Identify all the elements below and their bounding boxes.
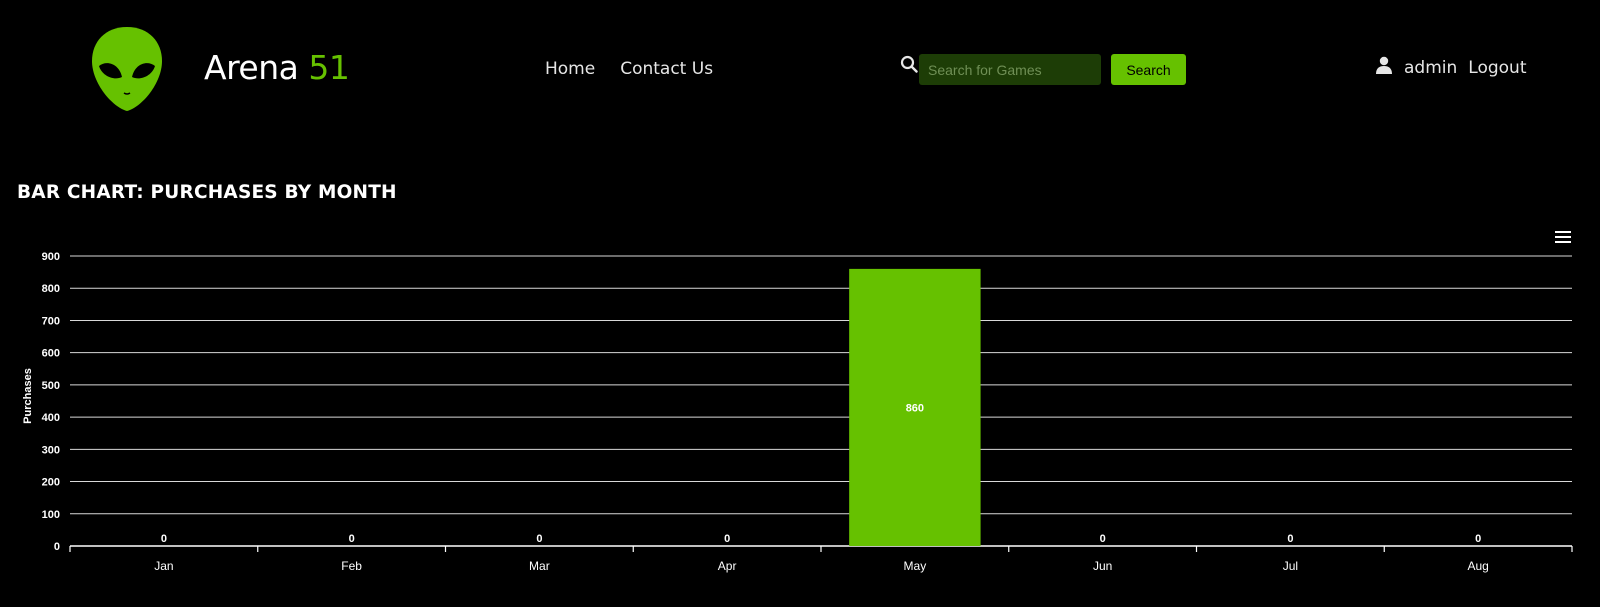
data-label-aug: 0 [1475, 533, 1481, 545]
user-area: admin Logout [1376, 56, 1527, 78]
main-nav: Home Contact Us [545, 59, 713, 79]
user-icon [1376, 56, 1392, 74]
y-tick-label: 400 [42, 412, 60, 424]
search-input[interactable] [919, 54, 1101, 85]
data-label-apr: 0 [724, 533, 730, 545]
data-label-jun: 0 [1100, 533, 1106, 545]
chart-title: BAR CHART: PURCHASES BY MONTH [17, 182, 397, 203]
y-tick-label: 900 [42, 251, 60, 263]
y-tick-label: 600 [42, 348, 60, 360]
data-label-jan: 0 [161, 533, 167, 545]
x-tick-label: Feb [341, 559, 362, 573]
nav-contact-link[interactable]: Contact Us [620, 59, 714, 79]
brand-text: Arena [204, 48, 299, 87]
bar-may [849, 268, 981, 546]
y-tick-label: 0 [54, 541, 60, 553]
brand-name[interactable]: Arena 51 [204, 48, 350, 87]
x-tick-label: Jul [1283, 559, 1298, 573]
username[interactable]: admin [1404, 58, 1458, 78]
data-label-jul: 0 [1287, 533, 1293, 545]
x-tick-label: Mar [529, 559, 550, 573]
logout-link[interactable]: Logout [1468, 58, 1527, 78]
hamburger-menu-icon[interactable] [1554, 230, 1572, 244]
data-label-may: 860 [906, 402, 924, 414]
y-tick-label: 100 [42, 509, 60, 521]
y-tick-label: 200 [42, 477, 60, 489]
y-axis-label: Purchases [22, 368, 34, 424]
x-tick-label: Jun [1093, 559, 1112, 573]
nav-home-link[interactable]: Home [545, 59, 596, 79]
y-tick-label: 800 [42, 283, 60, 295]
y-tick-label: 300 [42, 444, 60, 456]
search-icon [900, 55, 918, 73]
data-label-mar: 0 [536, 533, 542, 545]
x-tick-label: Apr [718, 559, 737, 573]
data-label-feb: 0 [349, 533, 355, 545]
search-button[interactable]: Search [1111, 54, 1186, 85]
brand-accent: 51 [308, 48, 350, 87]
x-tick-label: May [904, 559, 927, 573]
x-tick-label: Jan [154, 559, 173, 573]
alien-head-icon[interactable] [90, 25, 164, 113]
y-tick-label: 500 [42, 380, 60, 392]
y-tick-label: 700 [42, 315, 60, 327]
x-tick-label: Aug [1467, 559, 1488, 573]
